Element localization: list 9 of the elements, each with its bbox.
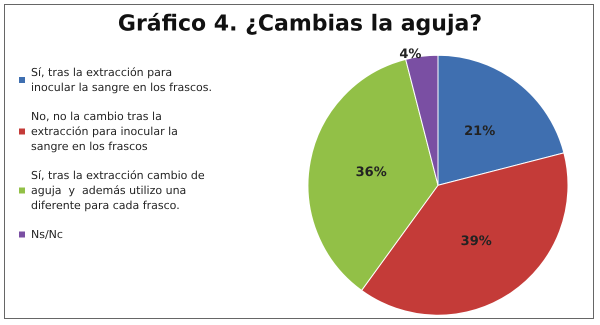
legend-label: Sí, tras la extracción cambio de aguja y además utilizo una diferente para cada frasco. (31, 169, 208, 212)
legend-label: Ns/Nc (31, 228, 63, 241)
chart-title: Gráfico 4. ¿Cambias la aguja? (118, 12, 482, 36)
legend-label: Sí, tras la extracción para inocular la sangre en los frascos. (31, 66, 212, 94)
data-label: 36% (356, 165, 387, 180)
legend-label: No, no la cambio tras la extracción para inocular la sangre en los frascos (31, 110, 182, 153)
data-label: 21% (464, 124, 496, 140)
data-label: 39% (460, 234, 492, 249)
data-label: 4% (399, 46, 422, 62)
